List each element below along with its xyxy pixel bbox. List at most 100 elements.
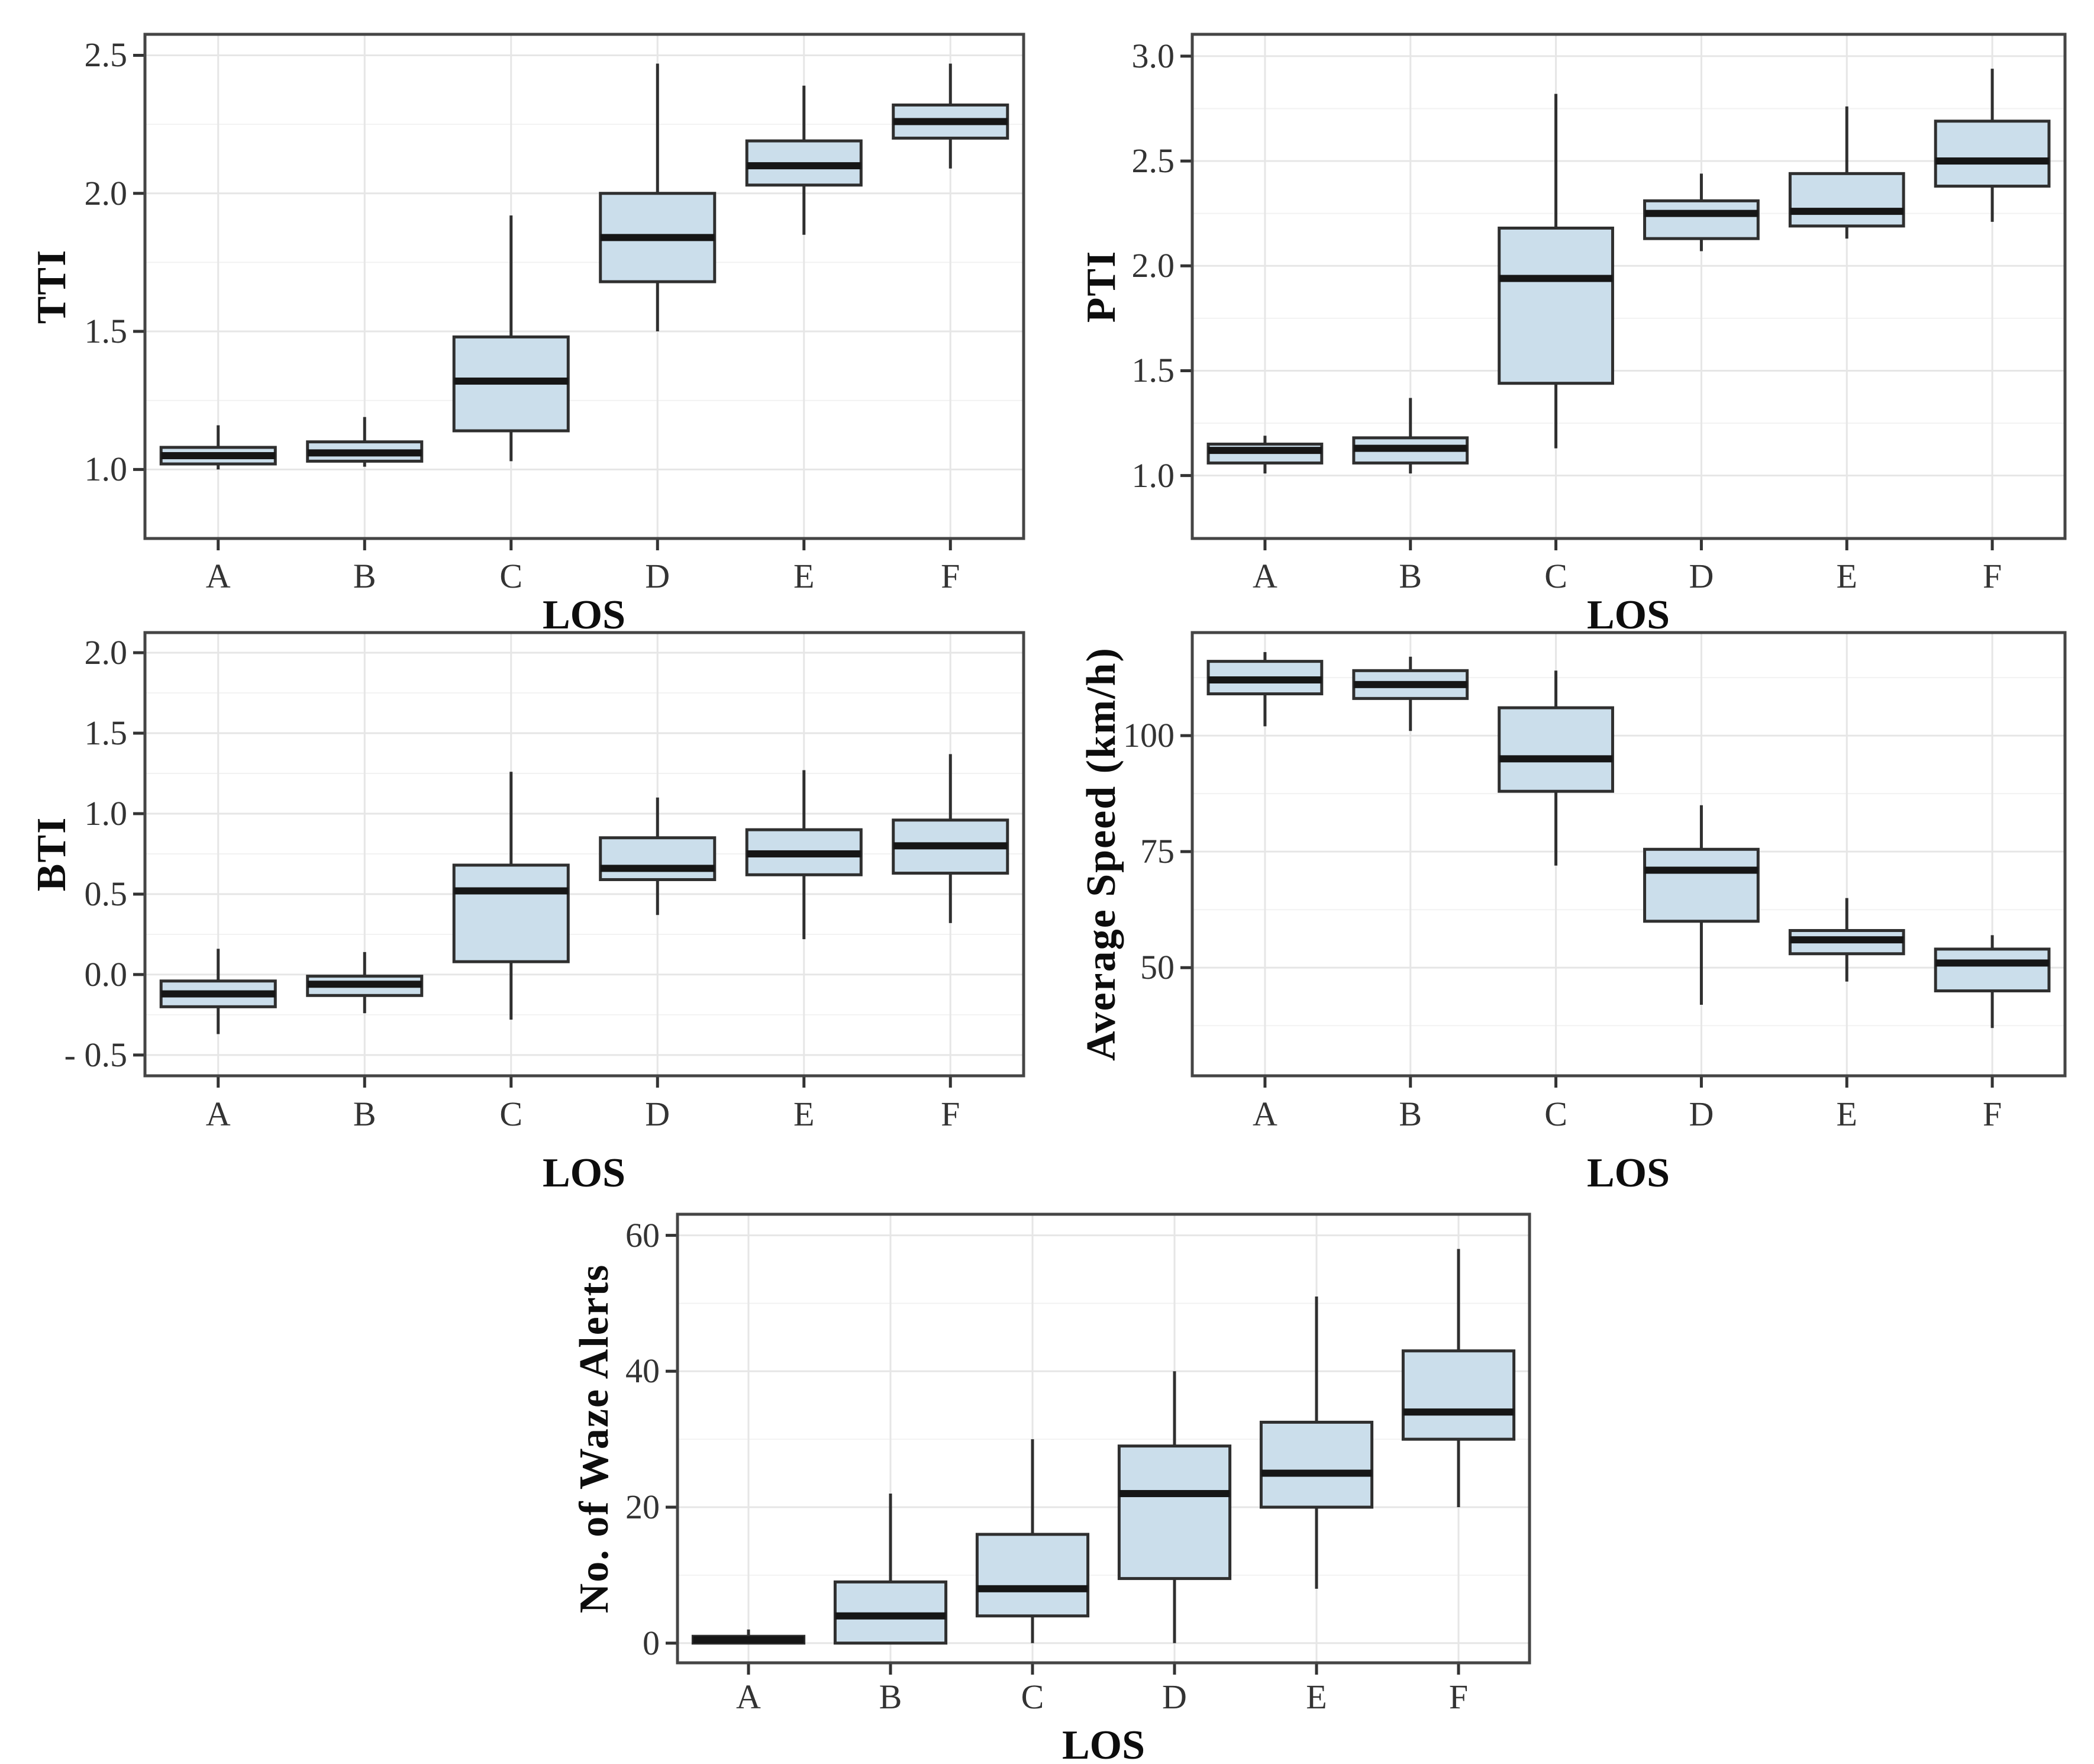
waze-median-E: [1261, 1469, 1372, 1477]
speed-panel-border: [1190, 631, 2067, 1078]
tti-panel-border: [143, 33, 1025, 540]
tti-median-B: [307, 449, 422, 457]
bti-median-E: [747, 850, 862, 857]
tti-panel-background: [145, 34, 1024, 538]
waze-median-A: [693, 1636, 804, 1643]
waze-y-axis-title: No. of Waze Alerts: [572, 1263, 617, 1614]
pti-category-label-A: A: [1252, 557, 1277, 595]
bti-category-label-F: F: [941, 1095, 960, 1133]
tti-median-A: [161, 452, 276, 460]
speed-ytick-label-100: 100: [1123, 716, 1175, 755]
tti-median-D: [600, 234, 715, 241]
tti-category-label-E: E: [793, 557, 815, 595]
waze-ytick-label-60: 60: [625, 1215, 660, 1255]
waze-ytick-label-40: 40: [625, 1352, 660, 1391]
pti-category-label-D: D: [1689, 557, 1714, 595]
waze-category-label-E: E: [1306, 1678, 1327, 1716]
speed-category-label-E: E: [1836, 1095, 1857, 1133]
waze-category-label-B: B: [879, 1678, 902, 1716]
speed-median-D: [1644, 866, 1759, 874]
tti-median-F: [893, 118, 1008, 125]
bti-median-A: [161, 990, 276, 998]
pti-ytick-label-1.0: 1.0: [1131, 456, 1175, 495]
pti-ytick-label-2.5: 2.5: [1131, 141, 1175, 180]
bti-ytick-label-0.0: 0.0: [84, 954, 128, 994]
tti-category-label-A: A: [205, 557, 231, 595]
speed-ytick-label-75: 75: [1140, 832, 1175, 871]
tti-median-E: [747, 162, 862, 170]
speed-category-label-A: A: [1252, 1095, 1277, 1133]
speed-box-F: [1934, 947, 2051, 992]
tti-ytick-label-2.0: 2.0: [84, 173, 128, 212]
bti-category-label-A: A: [205, 1095, 231, 1133]
speed-category-label-B: B: [1399, 1095, 1422, 1133]
waze-ytick-label-20: 20: [625, 1487, 660, 1526]
waze-median-D: [1119, 1490, 1230, 1498]
bti-category-label-C: C: [499, 1095, 523, 1133]
speed-median-F: [1935, 959, 2049, 967]
waze-category-label-F: F: [1448, 1678, 1469, 1716]
waze-category-label-A: A: [736, 1678, 761, 1716]
bti-box-C: [452, 863, 570, 963]
pti-category-label-C: C: [1544, 557, 1567, 595]
pti-median-A: [1208, 447, 1322, 454]
waze-x-axis-title: LOS: [1061, 1723, 1146, 1764]
bti-ytick-label-1.0: 1.0: [84, 794, 128, 833]
waze-box-F: [1401, 1349, 1516, 1441]
pti-median-B: [1353, 444, 1467, 452]
speed-ytick-label-50: 50: [1140, 948, 1175, 987]
speed-median-B: [1353, 681, 1467, 688]
bti-category-label-B: B: [353, 1095, 376, 1133]
speed-category-label-F: F: [1982, 1095, 2002, 1133]
pti-box-C: [1498, 226, 1614, 385]
pti-box-F: [1934, 120, 2051, 188]
waze-ytick-label-0: 0: [643, 1623, 660, 1662]
speed-x-axis-title: LOS: [1586, 1150, 1670, 1196]
speed-box-C: [1498, 706, 1614, 793]
bti-panel-border: [143, 631, 1025, 1078]
waze-panel-background: [677, 1214, 1530, 1663]
pti-panel-background: [1192, 34, 2065, 538]
bti-box-D: [599, 836, 717, 881]
waze-median-C: [977, 1585, 1088, 1592]
bti-median-D: [600, 865, 715, 872]
bti-ytick-label-1.5: 1.5: [84, 713, 128, 752]
bti-category-label-E: E: [793, 1095, 815, 1133]
bti-median-C: [454, 887, 569, 895]
waze-box-E: [1259, 1420, 1374, 1509]
pti-ytick-label-1.5: 1.5: [1131, 351, 1175, 390]
pti-category-label-B: B: [1399, 557, 1422, 595]
tti-category-label-F: F: [941, 557, 960, 595]
waze-category-label-D: D: [1162, 1678, 1187, 1716]
bti-median-F: [893, 842, 1008, 850]
speed-median-E: [1790, 936, 1904, 944]
bti-x-axis-title: LOS: [542, 1150, 626, 1196]
bti-median-B: [307, 981, 422, 988]
bti-ytick-label-2.0: 2.0: [84, 633, 128, 672]
waze-panel-border: [676, 1212, 1531, 1665]
pti-box-E: [1788, 172, 1905, 228]
pti-median-D: [1644, 209, 1759, 217]
waze-category-label-C: C: [1021, 1678, 1044, 1716]
pti-ytick-label-2.0: 2.0: [1131, 246, 1175, 285]
speed-median-C: [1499, 755, 1613, 763]
tti-category-label-D: D: [645, 557, 670, 595]
tti-category-label-B: B: [353, 557, 376, 595]
tti-category-label-C: C: [499, 557, 523, 595]
tti-ytick-label-2.5: 2.5: [84, 36, 128, 75]
tti-median-C: [454, 378, 569, 385]
speed-category-label-C: C: [1544, 1095, 1567, 1133]
bti-ytick-label-0.5: 0.5: [84, 874, 128, 913]
waze-median-F: [1403, 1408, 1514, 1416]
speed-panel-background: [1192, 633, 2065, 1076]
waze-box-C: [975, 1533, 1090, 1618]
tti-ytick-label-1.0: 1.0: [84, 450, 128, 489]
pti-category-label-E: E: [1836, 557, 1857, 595]
pti-x-axis-title: LOS: [1586, 592, 1670, 638]
pti-box-D: [1643, 199, 1760, 240]
bti-category-label-D: D: [645, 1095, 670, 1133]
speed-box-D: [1643, 847, 1760, 923]
bti-ytick-label-- 0.5: - 0.5: [64, 1035, 127, 1074]
